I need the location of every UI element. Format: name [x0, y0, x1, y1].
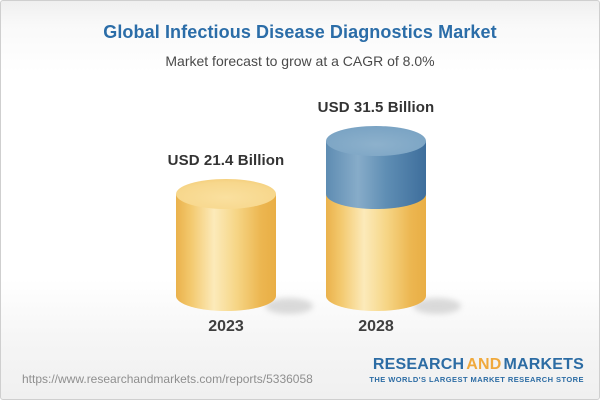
- logo-tagline: THE WORLD'S LARGEST MARKET RESEARCH STOR…: [369, 375, 584, 385]
- logo-wordmark: RESEARCH AND MARKETS: [369, 356, 584, 374]
- cylinder-2023: [176, 179, 276, 311]
- cylinder-2028-cap: [326, 126, 426, 156]
- logo-word-research: RESEARCH: [372, 356, 465, 373]
- value-label-2023: USD 21.4 Billion: [167, 152, 285, 169]
- cylinder-2028-growth-segment: [326, 141, 426, 209]
- researchandmarkets-logo: RESEARCH AND MARKETS THE WORLD'S LARGEST M…: [369, 356, 584, 384]
- cylinder-2028-base-segment: [326, 194, 426, 311]
- cylinder-2023-cap: [176, 179, 276, 209]
- cylinder-2023-body: [176, 194, 276, 311]
- source-url-text: https://www.researchandmarkets.com/repor…: [22, 372, 313, 386]
- page-subtitle: Market forecast to grow at a CAGR of 8.0…: [165, 53, 435, 69]
- page-title: Global Infectious Disease Diagnostics Ma…: [103, 22, 497, 42]
- logo-word-and: AND: [466, 356, 502, 373]
- category-label-2023: 2023: [208, 318, 244, 335]
- value-label-2028: USD 31.5 Billion: [317, 99, 435, 116]
- shadow-2023: [265, 298, 313, 314]
- logo-word-markets: MARKETS: [503, 356, 584, 373]
- cylinder-2028: [326, 126, 426, 311]
- shadow-2028: [413, 298, 461, 314]
- category-label-2028: 2028: [358, 318, 394, 335]
